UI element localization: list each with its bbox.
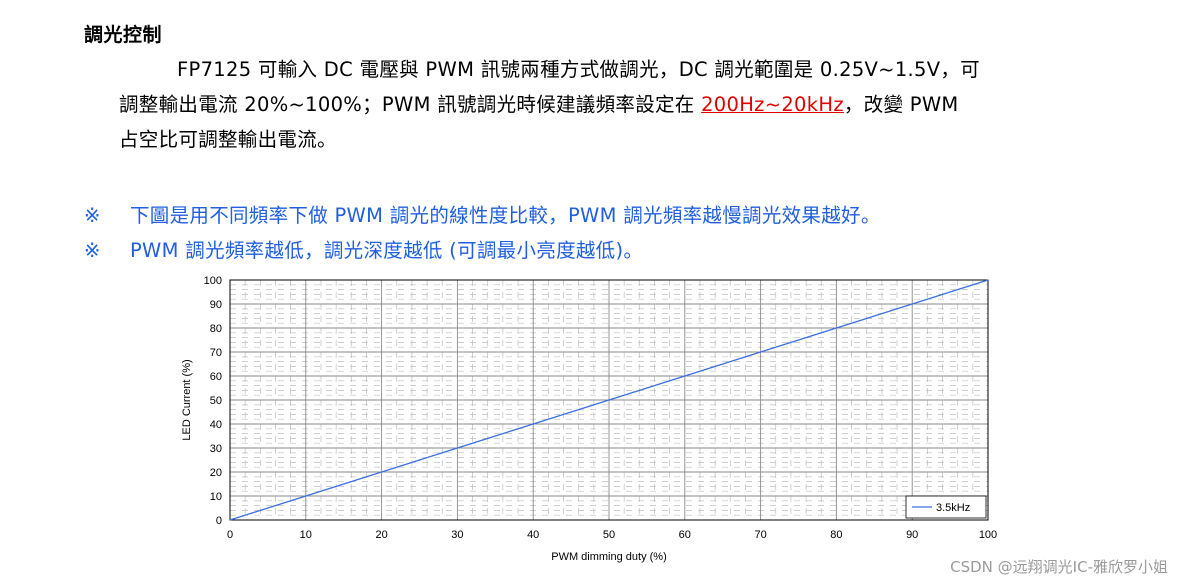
- para-line2-start: 調整輸出電流 20%~100%；PWM 訊號調光時候建議頻率設定在: [119, 93, 702, 116]
- y-tick-label: 40: [210, 419, 222, 431]
- note-text: PWM 調光頻率越低，調光深度越低 (可調最小亮度越低)。: [130, 239, 644, 262]
- x-tick-label: 80: [830, 529, 842, 541]
- y-tick-label: 90: [210, 299, 222, 311]
- x-tick-label: 50: [603, 529, 615, 541]
- reference-mark-icon: ※: [84, 204, 101, 227]
- legend-label: 3.5kHz: [936, 502, 970, 514]
- note-dimming-depth: ※ PWM 調光頻率越低，調光深度越低 (可調最小亮度越低)。: [84, 234, 643, 263]
- note-text: 下圖是用不同頻率下做 PWM 調光的線性度比較，PWM 調光頻率越慢調光效果越好…: [130, 204, 881, 227]
- x-tick-label: 10: [300, 529, 312, 541]
- description-paragraph: FP7125 可輸入 DC 電壓與 PWM 訊號兩種方式做調光，DC 調光範圍是…: [119, 52, 1109, 157]
- y-tick-label: 10: [210, 491, 222, 503]
- plot-border: [229, 279, 989, 521]
- y-tick-label: 60: [210, 371, 222, 383]
- y-tick-label: 100: [204, 275, 222, 287]
- note-linearity: ※ 下圖是用不同頻率下做 PWM 調光的線性度比較，PWM 調光頻率越慢調光效果越…: [84, 199, 881, 228]
- frequency-highlight: 200Hz~20kHz: [701, 93, 844, 116]
- para-line1: FP7125 可輸入 DC 電壓與 PWM 訊號兩種方式做調光，DC 調光範圍是…: [177, 58, 980, 81]
- y-axis-label: LED Current (%): [181, 359, 193, 440]
- y-tick-label: 0: [216, 515, 222, 527]
- pwm-dimming-chart: 0 10 20 30 40 50 60 70 80 90 100 0 10 20 30 40 50 60 70 80 9…: [160, 266, 1010, 580]
- x-axis-label: PWM dimming duty (%): [551, 551, 667, 563]
- para-line3: 占空比可調整輸出電流。: [119, 128, 337, 151]
- series-line: [229, 279, 989, 521]
- x-tick-label: 0: [227, 529, 233, 541]
- csdn-watermark: CSDN @远翔调光IC-雅欣罗小姐: [950, 558, 1168, 576]
- y-tick-label: 50: [210, 395, 222, 407]
- y-tick-label: 70: [210, 347, 222, 359]
- y-tick-label: 80: [210, 323, 222, 335]
- reference-mark-icon: ※: [84, 239, 101, 262]
- x-tick-label: 70: [754, 529, 766, 541]
- legend-box: [905, 495, 987, 519]
- para-line2-end: ，改變 PWM: [843, 93, 959, 116]
- x-tick-label: 40: [527, 529, 539, 541]
- x-tick-label: 60: [679, 529, 691, 541]
- x-tick-label: 90: [906, 529, 918, 541]
- chart-svg: 0 10 20 30 40 50 60 70 80 90 100 0 10 20 30 40 50 60 70 80 9…: [181, 275, 997, 563]
- x-tick-label: 30: [451, 529, 463, 541]
- y-tick-label: 20: [210, 467, 222, 479]
- x-tick-label: 20: [375, 529, 387, 541]
- section-heading: 調光控制: [84, 24, 163, 46]
- y-tick-label: 30: [210, 443, 222, 455]
- x-tick-label: 100: [979, 529, 997, 541]
